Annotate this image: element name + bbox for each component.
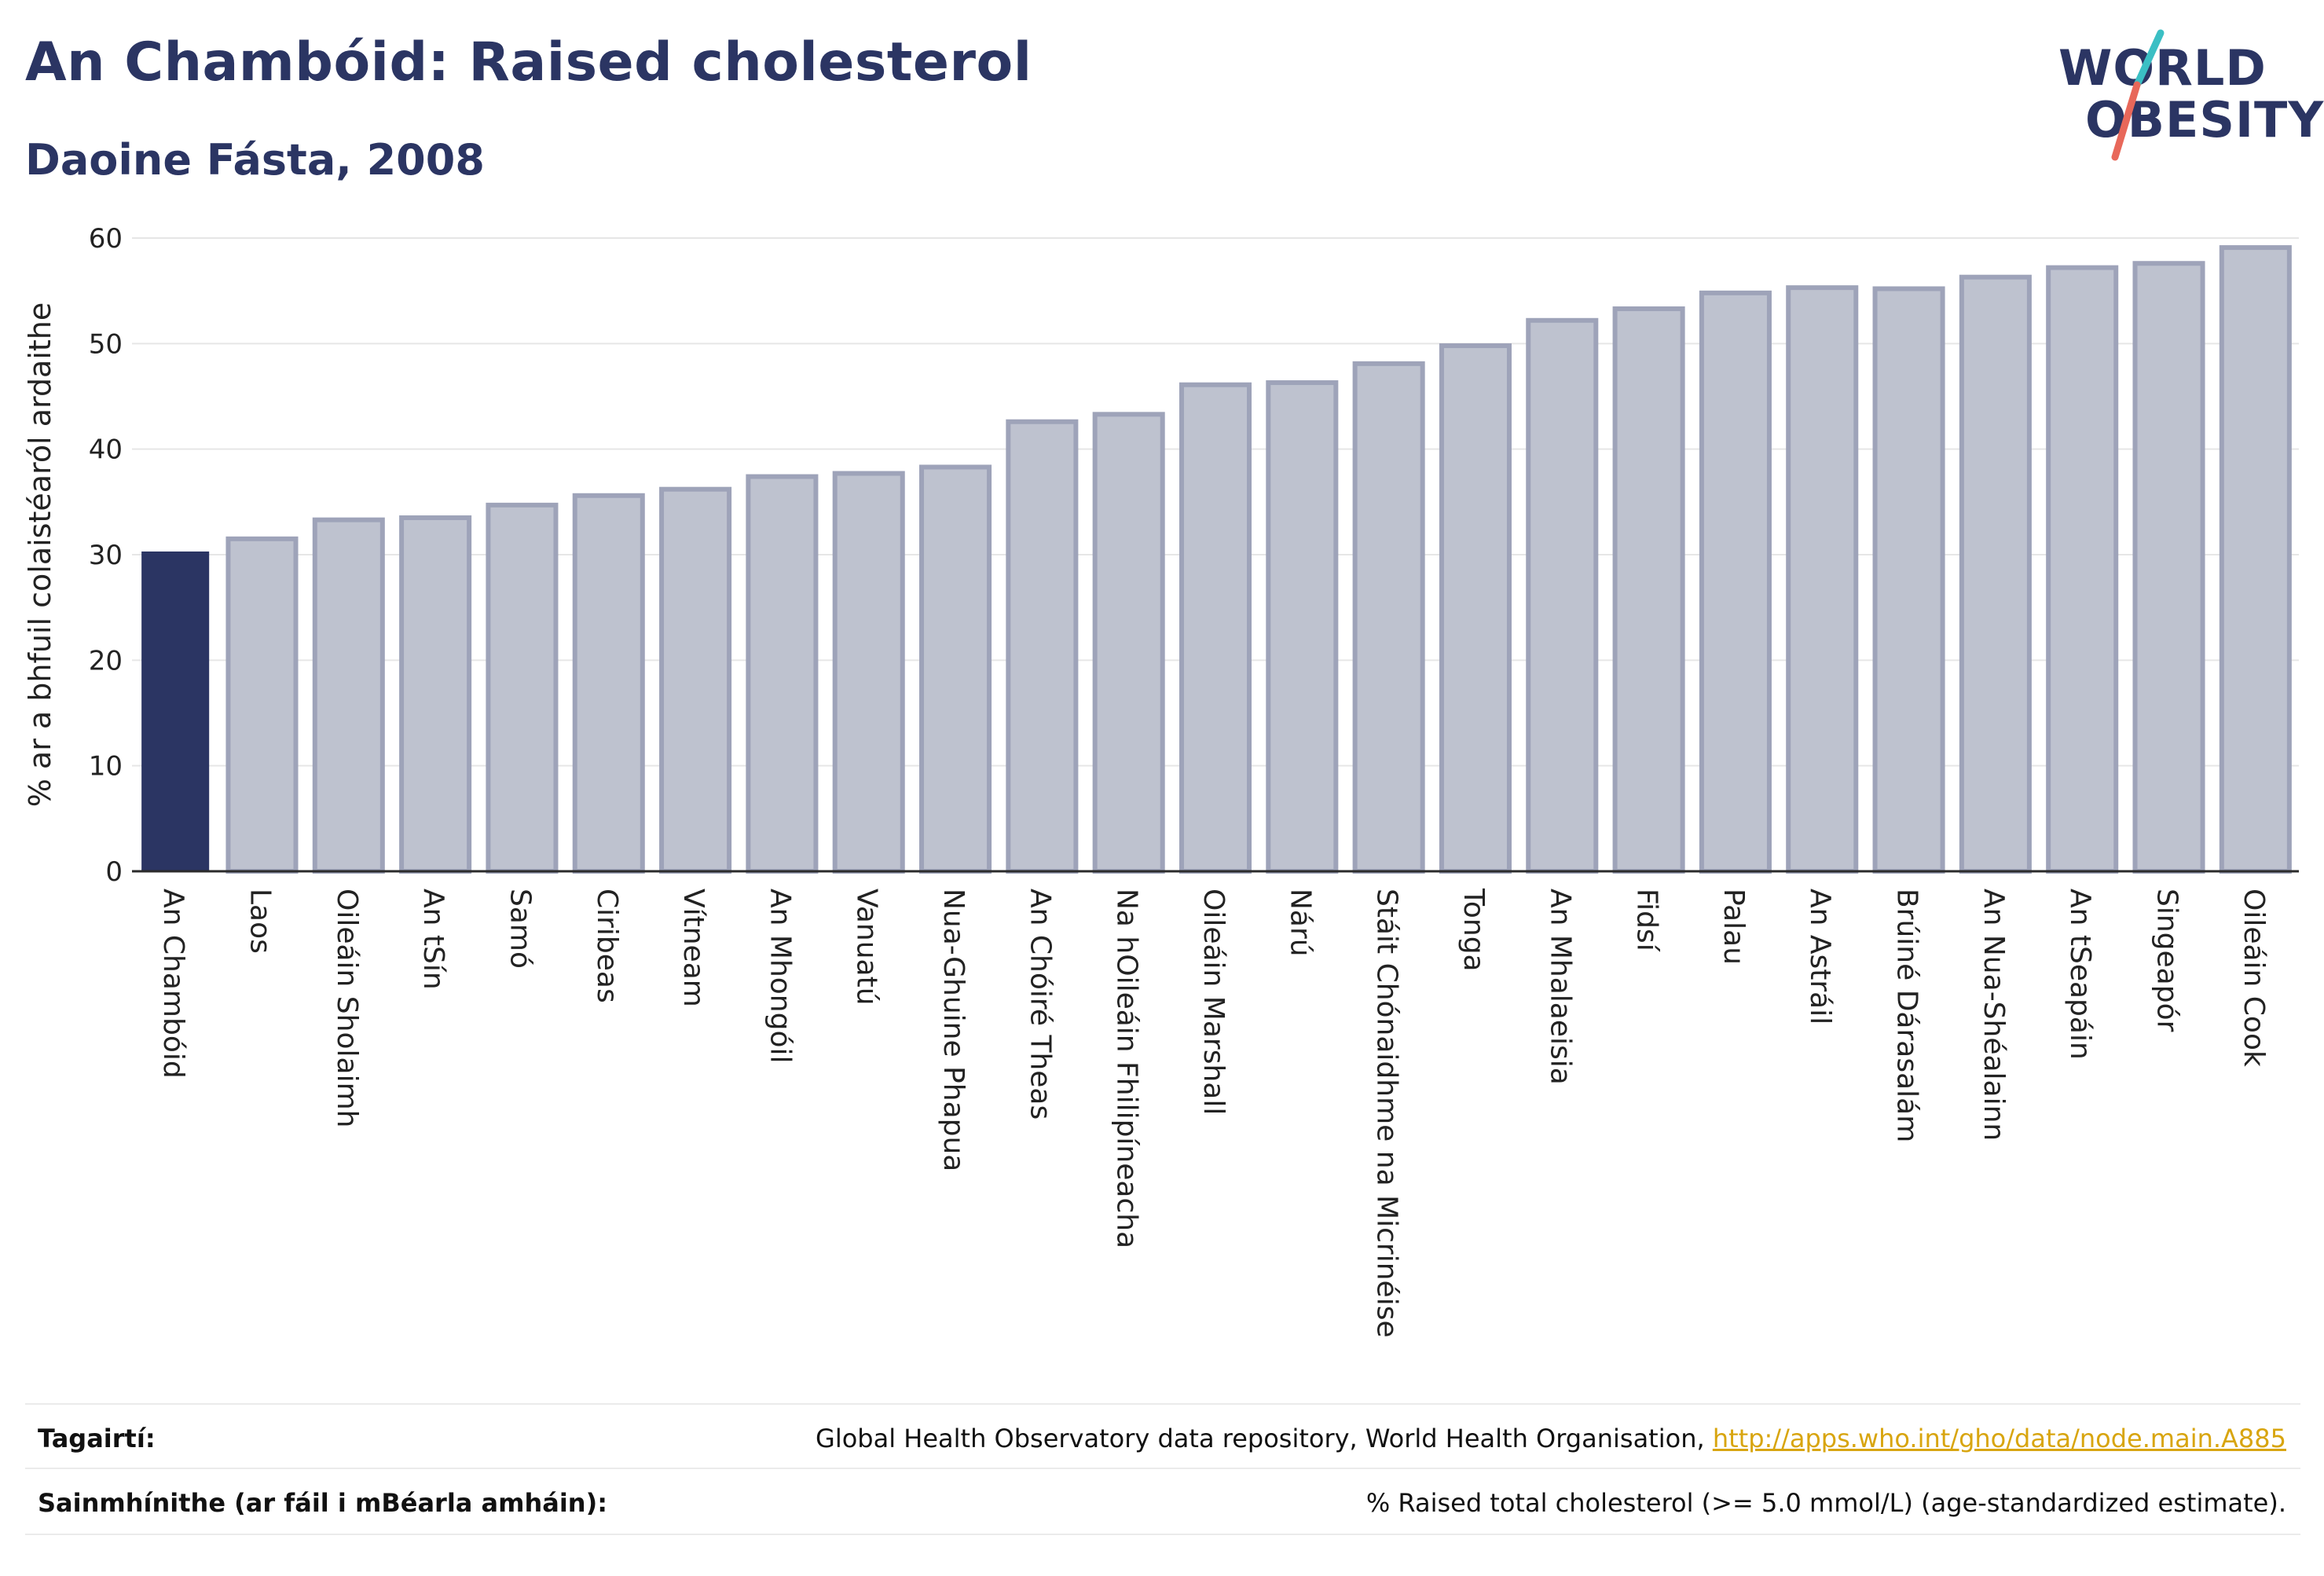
- bar: [1178, 382, 1252, 874]
- references-label: Tagairtí:: [38, 1424, 156, 1453]
- x-tick-label: An Chóiré Theas: [1024, 889, 1056, 1120]
- x-tick-label: An Mhalaeisia: [1544, 889, 1576, 1085]
- y-axis-ticks: 0 10 20 30 40 50 60: [89, 223, 123, 888]
- bar: [1612, 306, 1685, 874]
- x-tick-label: Ciribeas: [591, 889, 623, 1003]
- bar: [1439, 343, 1512, 874]
- bar: [2219, 245, 2292, 874]
- x-tick-label: Laos: [244, 889, 276, 954]
- bar: [572, 493, 645, 874]
- bar: [659, 486, 732, 874]
- bar: [1006, 419, 1079, 874]
- y-axis-label: % ar a bhfuil colaistéaról ardaithe: [23, 302, 57, 808]
- x-tick-label: Tonga: [1457, 888, 1490, 972]
- y-tick-label: 60: [89, 223, 123, 255]
- bar: [141, 551, 210, 871]
- definitions-label: Sainmhínithe (ar fáil i mBéarla amháin):: [38, 1488, 607, 1518]
- bar: [1786, 285, 1859, 874]
- logo-line1: WORLD: [2058, 39, 2267, 97]
- x-tick-label: Oileáin Cook: [2238, 889, 2270, 1067]
- x-tick-label: Oileáin Marshall: [1197, 889, 1230, 1115]
- references-value: Global Health Observatory data repositor…: [816, 1424, 2286, 1453]
- bar: [1092, 412, 1165, 874]
- x-tick-label: Nárú: [1284, 889, 1316, 957]
- definitions-text: % Raised total cholesterol (>= 5.0 mmol/…: [1365, 1488, 2286, 1518]
- chart-title: An Chambóid: Raised cholesterol: [25, 31, 1032, 93]
- x-tick-label: Nua-Ghuine Phapua: [937, 889, 970, 1171]
- bar: [919, 464, 992, 874]
- bar: [1352, 361, 1425, 874]
- x-tick-label: An Astráil: [1804, 889, 1836, 1024]
- bar: [399, 515, 472, 874]
- y-tick-label: 10: [89, 751, 123, 783]
- bar: [1872, 286, 1945, 874]
- chart-subtitle: Daoine Fásta, 2008: [25, 135, 485, 185]
- x-tick-label: An tSín: [417, 889, 449, 990]
- y-tick-label: 40: [89, 434, 123, 466]
- definitions-row: Sainmhínithe (ar fáil i mBéarla amháin):…: [25, 1468, 2300, 1535]
- bar: [225, 536, 299, 874]
- y-tick-label: 20: [89, 645, 123, 676]
- x-tick-label: An Nua-Shéalainn: [1978, 889, 2010, 1141]
- bar: [2046, 265, 2119, 874]
- references-link[interactable]: http://apps.who.int/gho/data/node.main.A…: [1712, 1424, 2286, 1453]
- x-axis-labels: An Chambóid Laos Oileáin Sholaimh An tSín Sa…: [157, 888, 2270, 1338]
- x-tick-label: Fidsí: [1631, 889, 1663, 952]
- bar: [2132, 261, 2205, 874]
- bar: [1526, 317, 1599, 874]
- references-row: Tagairtí: Global Health Observatory data…: [25, 1403, 2300, 1469]
- world-obesity-logo: WORLD OBESITY: [2051, 24, 2323, 165]
- bar: [1699, 290, 1772, 874]
- bar-chart: 0 10 20 30 40 50 60 An Chambóid Laos Oileáin Sho…: [23, 223, 2299, 1338]
- bar: [746, 474, 819, 874]
- bar: [486, 502, 559, 874]
- x-tick-label: Singeapór: [2151, 889, 2183, 1032]
- bar: [312, 517, 385, 874]
- x-tick-label: Samó: [504, 889, 536, 969]
- x-tick-label: Palau: [1717, 889, 1750, 965]
- y-tick-label: 30: [89, 540, 123, 571]
- x-tick-label: Vanuatú: [851, 889, 883, 1006]
- bars: [141, 245, 2292, 874]
- x-tick-label: Vítneam: [677, 889, 709, 1007]
- y-tick-label: 50: [89, 328, 123, 360]
- bar: [1266, 380, 1339, 874]
- references-text: Global Health Observatory data repositor…: [816, 1424, 1713, 1453]
- x-tick-label: Na hOileáin Fhilipíneacha: [1111, 889, 1143, 1248]
- bar: [832, 471, 905, 874]
- x-tick-label: An Mhongóil: [764, 889, 796, 1064]
- x-tick-label: Stáit Chónaidhme na Micrinéise: [1371, 889, 1403, 1338]
- bar: [1959, 274, 2032, 874]
- x-tick-label: Brúiné Dárasalám: [1891, 889, 1923, 1142]
- x-tick-label: An tSeapáin: [2064, 889, 2096, 1060]
- x-tick-label: Oileáin Sholaimh: [331, 889, 363, 1127]
- y-tick-label: 0: [105, 856, 123, 888]
- logo-slash-icon: [2111, 29, 2165, 161]
- x-tick-label: An Chambóid: [157, 889, 189, 1079]
